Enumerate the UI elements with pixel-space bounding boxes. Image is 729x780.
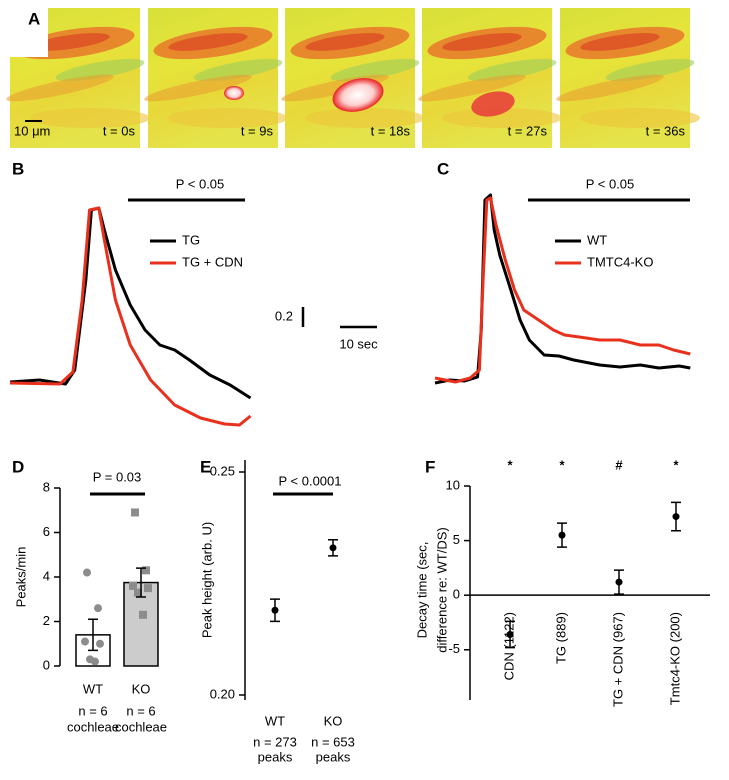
data-point — [96, 639, 104, 648]
data-point — [615, 578, 623, 586]
frame-time: t = 9s — [241, 123, 274, 138]
y-axis-label: difference re: WT/DS) — [434, 527, 449, 652]
legend-label: WT — [587, 232, 607, 247]
x-tick-label: TG (889) — [553, 612, 568, 664]
data-point — [672, 513, 680, 521]
hotspot — [471, 91, 515, 117]
x-tick-label: TG + CDN (967) — [610, 612, 625, 707]
scale-bar-label: 10 sec — [339, 336, 378, 351]
y-tick-label: -5 — [448, 641, 460, 656]
frame-time: t = 0s — [103, 123, 136, 138]
panel-a: 10 μm A t = 0s t = 9s t = 18s t = 27s t … — [0, 0, 700, 148]
frame-time: t = 27s — [508, 123, 548, 138]
scale-bar-label: 0.2 — [275, 308, 293, 323]
trace — [434, 196, 691, 384]
x-tick-label: CDN (1122) — [501, 612, 516, 680]
panel-letter: E — [200, 457, 211, 476]
panel-letter: F — [425, 457, 435, 476]
legend-label: TMTC4-KO — [587, 254, 653, 269]
y-tick-label: 10 — [446, 477, 460, 492]
y-axis-label: Peaks/min — [13, 547, 28, 608]
data-point — [81, 637, 89, 646]
data-point — [83, 568, 91, 577]
significance-marker: # — [615, 457, 623, 472]
category-note: n = 273 — [253, 734, 297, 749]
x-tick-label: KO — [324, 713, 343, 728]
data-point — [329, 544, 337, 552]
category-note: n = 653 — [311, 734, 355, 749]
data-point — [131, 508, 139, 517]
panel-letter: B — [12, 159, 24, 178]
y-tick-label: 0 — [43, 657, 50, 672]
significance-marker: * — [559, 457, 565, 472]
data-point — [142, 566, 150, 575]
category-note: peaks — [258, 749, 293, 764]
category-note: n = 6 — [126, 703, 155, 718]
x-tick-label: WT — [265, 713, 285, 728]
y-axis-label: Decay time (sec, — [414, 542, 429, 639]
y-tick-label: 8 — [43, 479, 50, 494]
significance-marker: * — [673, 457, 679, 472]
data-point — [506, 630, 514, 638]
hotspot — [332, 78, 384, 112]
annotation: P = 0.03 — [93, 469, 142, 484]
data-point — [94, 604, 102, 613]
data-point — [558, 531, 566, 539]
corner-mask — [0, 0, 48, 57]
panel-letter: A — [28, 9, 40, 28]
frame-time: t = 36s — [646, 123, 686, 138]
data-point — [91, 657, 99, 666]
annotation: P < 0.0001 — [278, 473, 341, 488]
category-note: peaks — [316, 749, 351, 764]
legend-label: TG — [182, 232, 200, 247]
x-tick-label: WT — [83, 681, 103, 696]
y-tick-label: 0.25 — [210, 463, 235, 478]
category-note: n = 6 — [78, 703, 107, 718]
x-tick-label: KO — [132, 681, 151, 696]
trace — [9, 206, 252, 427]
data-point — [271, 606, 279, 614]
bar — [123, 581, 159, 667]
legend-label: TG + CDN — [182, 254, 243, 269]
category-note: cochleae — [115, 719, 167, 734]
y-tick-label: 6 — [43, 524, 50, 539]
error-bar — [88, 618, 98, 652]
annotation: P < 0.05 — [176, 176, 225, 191]
frame-time: t = 18s — [371, 123, 411, 138]
error-bar — [136, 567, 146, 598]
scale-bar-label: 10 μm — [14, 123, 50, 138]
hotspot — [224, 86, 244, 100]
significance-marker: * — [507, 457, 513, 472]
trace — [434, 193, 691, 385]
data-point — [139, 610, 147, 619]
trace — [9, 206, 252, 400]
data-point — [129, 581, 137, 590]
x-tick-label: Tmtc4-KO (200) — [667, 612, 682, 705]
category-note: cochleae — [67, 719, 119, 734]
y-tick-label: 5 — [453, 532, 460, 547]
y-axis-label: Peak height (arb. U) — [199, 522, 214, 638]
panel-letter: D — [12, 457, 24, 476]
y-tick-label: 4 — [43, 568, 50, 583]
y-tick-label: 2 — [43, 613, 50, 628]
data-point — [144, 584, 152, 593]
annotation: P < 0.05 — [586, 176, 635, 191]
panel-letter: C — [437, 159, 449, 178]
data-point — [134, 588, 142, 597]
y-tick-label: 0 — [453, 587, 460, 602]
y-tick-label: 0.20 — [210, 686, 235, 701]
